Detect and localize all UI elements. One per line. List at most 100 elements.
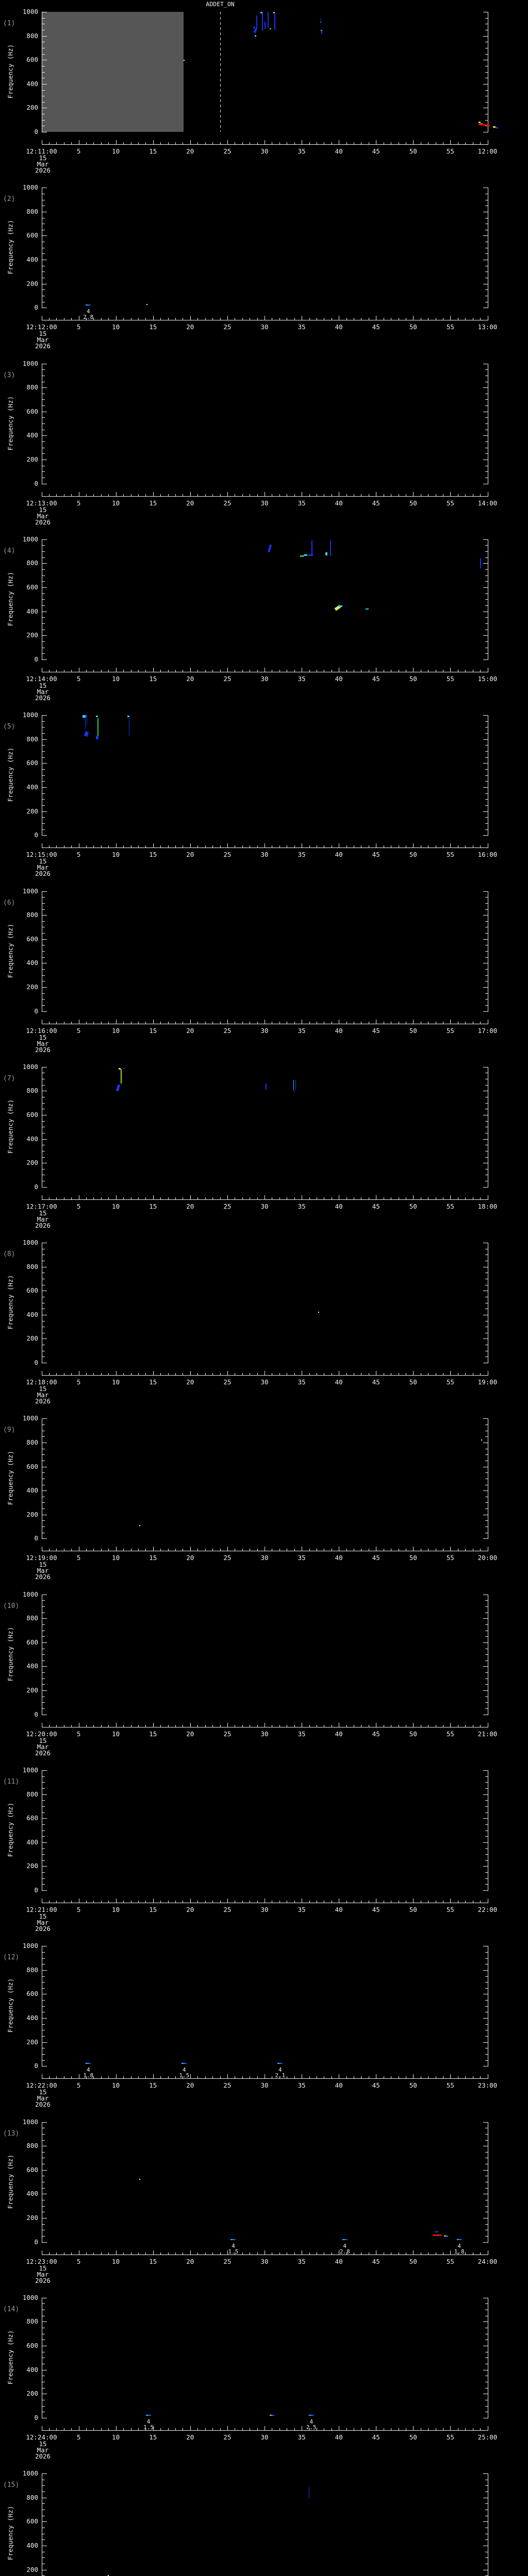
time-tick	[168, 1549, 169, 1551]
y-tick-label: 800	[26, 1262, 38, 1270]
time-tick	[465, 669, 466, 672]
minute-tick-label: 40	[335, 851, 343, 859]
y-tick	[485, 2006, 488, 2007]
time-tick	[480, 1724, 481, 1727]
time-tick	[86, 2252, 87, 2255]
y-tick	[483, 1418, 488, 1419]
y-tick	[485, 1800, 488, 1801]
time-tick	[116, 1019, 117, 1024]
minute-tick-label: 55	[446, 1906, 454, 1913]
y-tick	[483, 787, 488, 788]
time-tick	[450, 492, 451, 496]
minute-tick-label: 40	[335, 1554, 343, 1562]
y-tick	[485, 1702, 488, 1703]
time-tick	[279, 1197, 280, 1199]
frequency-axis-label: Frequency (Hz)	[6, 2154, 14, 2209]
y-tick-label: 200	[26, 104, 38, 112]
time-tick	[220, 494, 221, 496]
time-tick	[56, 1549, 57, 1551]
y-tick	[42, 2018, 47, 2019]
minute-tick-label: 40	[335, 1026, 343, 1035]
minute-tick-label: 15	[149, 147, 157, 155]
y-tick	[42, 435, 47, 436]
time-tick	[56, 2076, 57, 2079]
time-tick	[101, 1724, 102, 1727]
time-tick	[86, 1197, 87, 1199]
call-trace	[264, 21, 266, 29]
y-tick	[485, 2060, 488, 2061]
time-tick	[220, 142, 221, 144]
minute-tick-label: 15	[149, 1026, 157, 1035]
y-tick	[483, 1490, 488, 1492]
time-tick	[101, 1373, 102, 1376]
time-tick	[56, 494, 57, 496]
time-tick	[168, 669, 169, 672]
time-tick	[153, 1371, 154, 1376]
date-label-line: Mar	[37, 1391, 49, 1399]
time-tick	[56, 1901, 57, 1903]
time-tick	[413, 140, 414, 144]
time-tick	[153, 1195, 154, 1199]
time-tick	[346, 494, 347, 496]
minute-tick-label: 40	[335, 1378, 343, 1386]
call-trace	[84, 731, 89, 737]
y-tick	[485, 781, 488, 782]
time-tick	[101, 1549, 102, 1551]
time-tick	[93, 494, 94, 496]
y-tick	[42, 2206, 45, 2207]
time-tick	[220, 1724, 221, 1727]
y-tick	[485, 72, 488, 73]
y-tick	[483, 2242, 488, 2243]
y-tick	[42, 2006, 45, 2007]
y-tick	[485, 569, 488, 570]
call-trace	[308, 2486, 310, 2499]
time-tick	[168, 494, 169, 496]
time-tick	[48, 669, 50, 672]
y-tick	[42, 993, 45, 994]
minute-tick-label: 20	[186, 851, 194, 859]
y-tick-label: 800	[26, 1965, 38, 1974]
y-tick	[42, 817, 45, 818]
time-tick	[257, 1549, 258, 1551]
time-tick	[160, 1549, 161, 1551]
time-tick	[71, 2252, 72, 2255]
time-tick	[116, 2074, 117, 2079]
y-tick-label: 400	[26, 783, 38, 791]
end-time-label: 15:00	[477, 674, 498, 683]
signal-speck	[184, 60, 185, 61]
minute-tick-label: 10	[112, 2081, 120, 2090]
call-trace	[260, 11, 263, 13]
minute-tick-label: 10	[112, 147, 120, 155]
y-tick	[485, 417, 488, 418]
time-tick	[450, 140, 451, 144]
minute-tick-label: 50	[409, 2433, 417, 2441]
call-trace	[338, 605, 342, 607]
time-tick	[450, 843, 451, 848]
call-trace	[270, 2414, 272, 2416]
time-tick	[93, 1724, 94, 1727]
time-tick	[465, 494, 466, 496]
time-tick	[86, 2076, 87, 2079]
call-trace	[321, 30, 322, 31]
y-tick-label: 1000	[22, 535, 38, 543]
frequency-axis-label: Frequency (Hz)	[6, 2330, 14, 2385]
start-time-label: 12:21:00	[26, 1906, 57, 1913]
time-tick	[86, 1724, 87, 1727]
minute-tick-label: 50	[409, 2257, 417, 2265]
y-tick	[485, 1976, 488, 1977]
time-tick	[465, 845, 466, 848]
date-label-line: 2026	[35, 166, 51, 174]
y-tick	[485, 921, 488, 922]
time-tick	[279, 845, 280, 848]
y-tick	[485, 623, 488, 624]
minute-tick-label: 15	[149, 1202, 157, 1210]
time-tick	[108, 2428, 109, 2430]
minute-tick-label: 35	[298, 1378, 306, 1386]
y-tick	[42, 72, 45, 73]
end-time-label: 19:00	[477, 1378, 498, 1386]
time-tick	[346, 1724, 347, 1727]
time-tick	[138, 1549, 139, 1551]
minute-tick-label: 30	[260, 674, 269, 683]
y-tick	[42, 1776, 45, 1777]
y-tick	[42, 2485, 45, 2486]
